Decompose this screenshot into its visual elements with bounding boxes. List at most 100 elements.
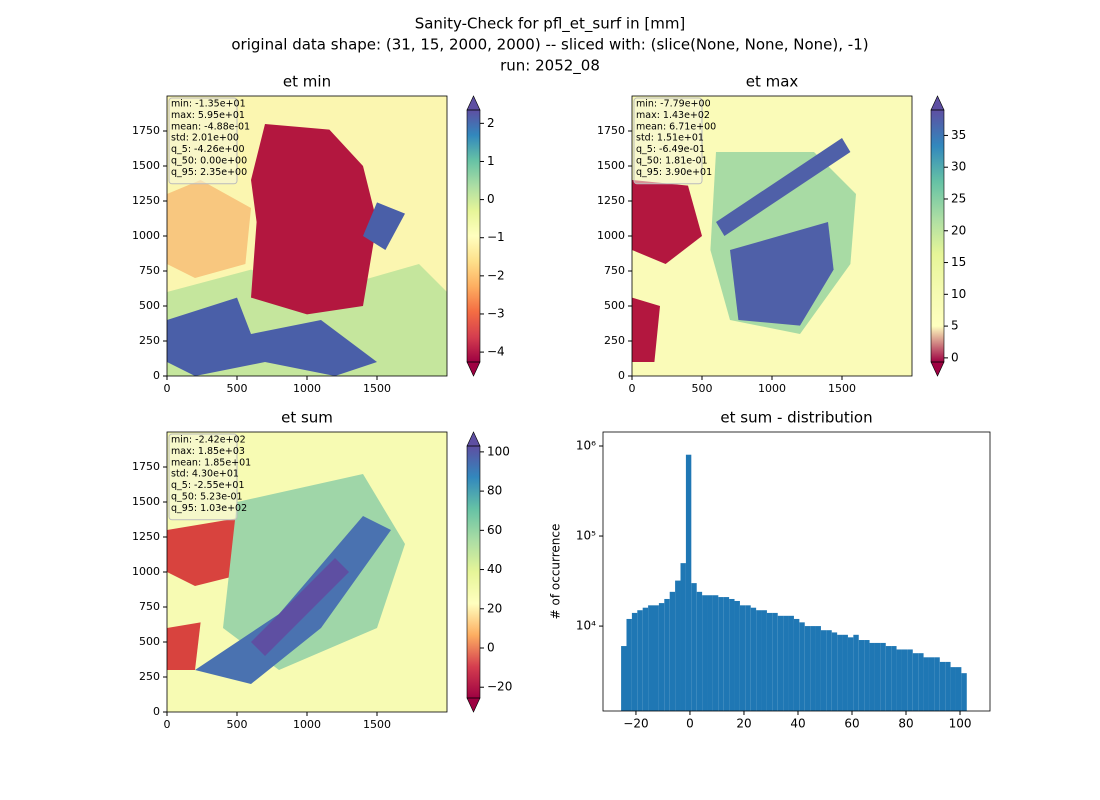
histogram-bar (869, 642, 875, 711)
colorbar-frame (930, 109, 945, 363)
colorbar-tick-label: 15 (951, 255, 966, 269)
axes-title: et sum - distribution (720, 409, 872, 427)
y-tick-label: 750 (139, 264, 160, 277)
colorbar-tick-label: 40 (487, 562, 502, 576)
y-tick-label: 750 (139, 600, 160, 613)
x-tick-label: 1000 (293, 382, 321, 395)
histogram-bar (928, 657, 935, 711)
stats-line: std: 4.30e+01 (171, 469, 239, 480)
colorbar-tick-label: −4 (487, 345, 505, 359)
histogram-bar (734, 600, 740, 711)
histogram-bar (783, 615, 789, 711)
heatmap-region (363, 202, 405, 250)
y-tick-label: 1250 (132, 194, 160, 207)
axes-frame (602, 431, 991, 712)
colorbar (467, 446, 480, 698)
colorbar-tick-label: −20 (487, 680, 512, 694)
stats-line: q_50: 1.81e-01 (636, 156, 708, 167)
histogram-bar (626, 618, 632, 711)
x-tick-label: 1500 (363, 382, 391, 395)
colorbar-tick-label: 0 (951, 350, 959, 364)
histogram-bar (772, 612, 778, 711)
y-tick-label: 1500 (132, 159, 160, 172)
histogram-bar (858, 640, 865, 711)
histogram-bar (777, 615, 784, 711)
histogram-bar (723, 597, 730, 711)
colorbar (467, 110, 480, 362)
y-tick-label: 500 (139, 299, 160, 312)
y-axis-label: # of occurrence (549, 524, 563, 620)
heatmap-region (730, 222, 834, 326)
histogram-bar (842, 634, 848, 711)
histogram-bar (831, 632, 838, 711)
y-tick-label: 1000 (132, 565, 160, 578)
stats-line: q_50: 0.00e+00 (171, 156, 247, 167)
stats-line: mean: -4.88e-01 (171, 121, 250, 132)
histogram-bar (642, 607, 649, 711)
histogram-bar (939, 661, 946, 711)
y-tick-label: 1500 (597, 159, 625, 172)
stats-line: q_5: -4.26e+00 (171, 144, 245, 155)
x-tick-label: 60 (844, 717, 859, 731)
histogram-bar (621, 646, 627, 711)
y-tick-label: 10⁴ (576, 619, 596, 633)
stats-line: q_95: 1.03e+02 (171, 503, 247, 514)
stats-line: min: -7.79e+00 (636, 99, 711, 110)
histogram-bar (885, 646, 892, 711)
histogram-bar (880, 642, 886, 711)
suptitle-line: original data shape: (31, 15, 2000, 2000… (231, 36, 868, 54)
histogram-bar (793, 618, 800, 711)
histogram-bar (864, 640, 870, 711)
x-tick-label: 80 (898, 717, 913, 731)
y-tick-label: 250 (139, 334, 160, 347)
histogram-bar (820, 630, 827, 711)
heatmap-region (167, 297, 377, 376)
x-tick-label: 100 (949, 717, 972, 731)
stats-line: mean: 6.71e+00 (636, 121, 716, 132)
x-tick-label: 500 (692, 382, 713, 395)
y-tick-label: 250 (139, 670, 160, 683)
x-tick-label: 40 (790, 717, 805, 731)
y-tick-label: 0 (153, 369, 160, 382)
x-tick-label: 1500 (828, 382, 856, 395)
heatmap-image (632, 96, 912, 376)
x-tick-label: 1000 (758, 382, 786, 395)
histogram-bar (853, 634, 859, 711)
y-tick-label: 1250 (132, 530, 160, 543)
histogram-bar (815, 626, 821, 711)
histogram-bar (712, 595, 719, 711)
stats-line: std: 1.51e+01 (636, 133, 704, 144)
stats-box (168, 97, 238, 185)
histogram-bar (950, 667, 956, 711)
colorbar-tick-label: 80 (487, 484, 502, 498)
x-tick-label: 500 (227, 382, 248, 395)
axes-title: et sum (281, 409, 333, 427)
x-tick-label: 0 (686, 717, 694, 731)
colorbar-tick-label: 2 (487, 116, 495, 130)
colorbar-tick-label: −2 (487, 268, 505, 282)
colorbar-tick-label: 0 (487, 192, 495, 206)
histogram-bar (756, 610, 762, 711)
histogram-bar (901, 649, 908, 711)
histogram-bar (648, 605, 654, 711)
x-tick-label: 0 (629, 382, 636, 395)
colorbar-tick-label: 35 (951, 128, 966, 142)
colorbar-tick-label: 20 (487, 601, 502, 615)
histogram-bar (702, 595, 708, 711)
stats-line: std: 2.01e+00 (171, 133, 239, 144)
stats-line: q_5: -6.49e-01 (636, 144, 705, 155)
x-tick-label: 500 (227, 718, 248, 731)
y-tick-label: 1500 (132, 495, 160, 508)
histogram-bar (891, 646, 897, 711)
histogram-bar (837, 634, 843, 711)
heatmap-region (632, 180, 702, 264)
histogram-bar (685, 454, 692, 711)
heatmap-region (167, 622, 201, 670)
colorbar-tick-label: 10 (951, 287, 966, 301)
colorbar-frame (466, 109, 481, 363)
colorbar-tick-label: 60 (487, 523, 502, 537)
histogram-bar (718, 597, 724, 711)
histogram-bar (826, 630, 832, 711)
histogram-bar (955, 667, 962, 711)
histogram-bar (912, 653, 919, 711)
